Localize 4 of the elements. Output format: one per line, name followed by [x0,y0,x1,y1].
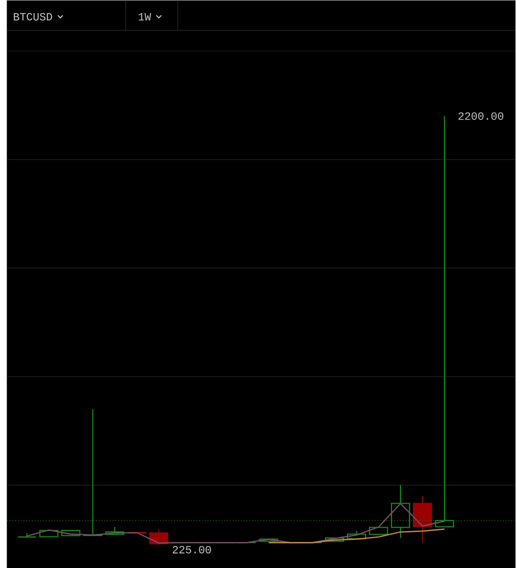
text: 2200.00 [458,112,504,120]
annotation: 225.00 [172,546,211,554]
chart-title: BTCUSD [14,13,52,20]
chart-subtitle: 1W [138,13,152,20]
